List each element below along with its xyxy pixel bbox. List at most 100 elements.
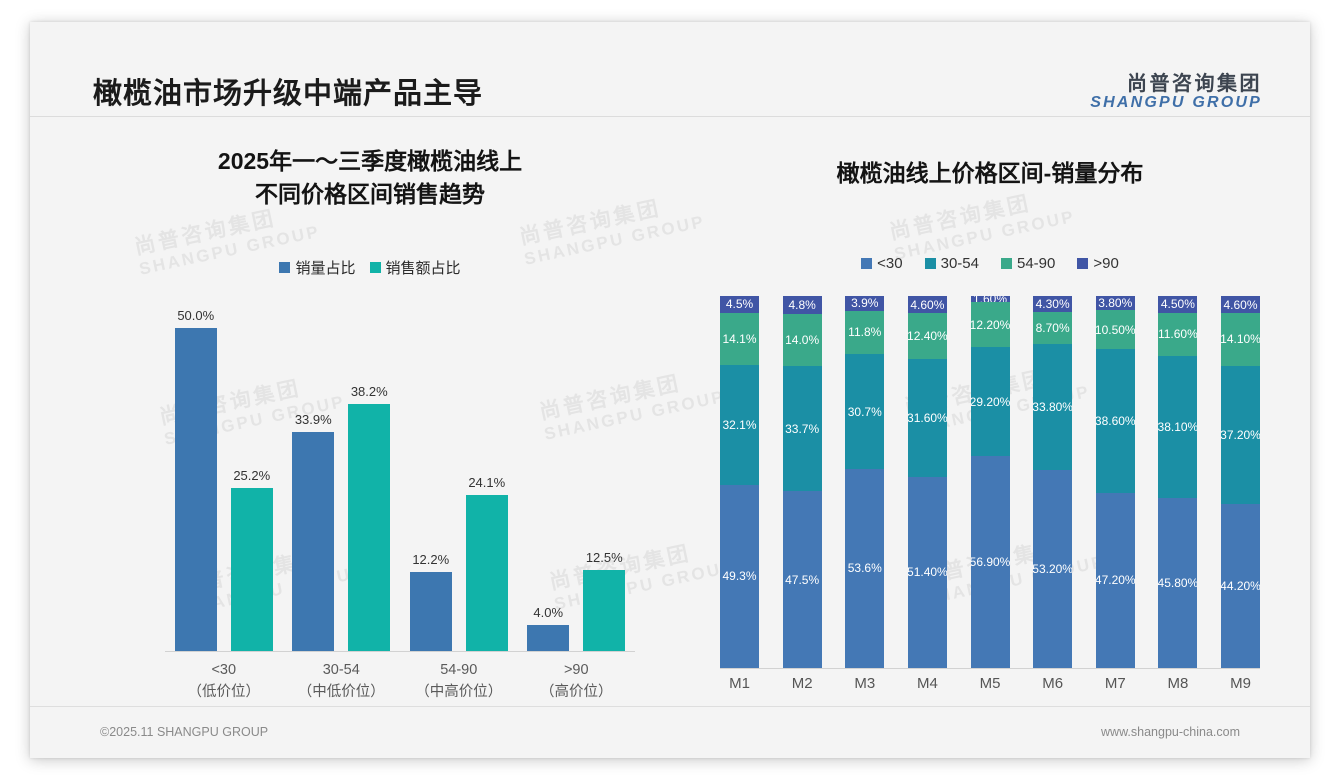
stack-segment[interactable]: 14.10% bbox=[1221, 313, 1260, 366]
stack-segment[interactable]: 4.60% bbox=[907, 296, 947, 314]
chart-panel-right: 橄榄油线上价格区间-销量分布 <30 30-54 54-90 >90 4.5% 14.1… bbox=[690, 117, 1290, 707]
stack-segment[interactable]: 53.6% bbox=[845, 468, 885, 668]
bar[interactable] bbox=[583, 570, 626, 651]
x-axis-label: M6 bbox=[1042, 675, 1064, 692]
stacked-bar-column[interactable]: 4.60% 14.10% 37.20% 44.20% bbox=[1221, 296, 1260, 669]
bar-column[interactable]: 12.2% bbox=[409, 296, 452, 651]
stack-segment-label: 12.20% bbox=[970, 317, 1010, 332]
bar-column[interactable]: 4.0% bbox=[527, 296, 570, 651]
bar[interactable] bbox=[465, 495, 508, 651]
bar-column[interactable]: 12.5% bbox=[583, 296, 626, 651]
stack-segment[interactable]: 53.20% bbox=[1033, 470, 1073, 668]
bar[interactable] bbox=[230, 488, 273, 651]
stack-segment[interactable]: 4.50% bbox=[1158, 296, 1198, 313]
stack-segment[interactable]: 37.20% bbox=[1221, 365, 1260, 504]
stacked-bar-column[interactable]: 1.60% 12.20% 29.20% 56.90% bbox=[970, 296, 1010, 668]
stack-segment[interactable]: 45.80% bbox=[1158, 497, 1198, 668]
x-axis-label: M4 bbox=[916, 675, 938, 692]
stack-segment-label: 4.60% bbox=[910, 297, 945, 312]
bar[interactable] bbox=[527, 625, 570, 651]
stack-segment[interactable]: 4.5% bbox=[720, 296, 759, 313]
bar-column[interactable]: 33.9% bbox=[292, 296, 335, 651]
stack-segment[interactable]: 33.80% bbox=[1033, 344, 1073, 471]
legend-item-volume[interactable]: 销量占比 bbox=[279, 257, 356, 278]
stack-segment[interactable]: 38.60% bbox=[1095, 349, 1135, 493]
stacked-bar-column[interactable]: 3.9% 11.8% 30.7% 53.6% bbox=[845, 296, 885, 668]
stack-segment-label: 14.0% bbox=[785, 332, 820, 347]
stack-segment[interactable]: 32.1% bbox=[720, 365, 759, 485]
stack-segment[interactable]: 47.5% bbox=[782, 491, 822, 668]
stack-segment[interactable]: 47.20% bbox=[1095, 492, 1135, 668]
legend-item-revenue[interactable]: 销售额占比 bbox=[369, 257, 461, 278]
bar-column[interactable]: 24.1% bbox=[465, 296, 508, 651]
stack-segment[interactable]: 4.60% bbox=[1221, 296, 1260, 314]
stacked-bar-column[interactable]: 4.50% 11.60% 38.10% 45.80% bbox=[1158, 296, 1198, 668]
x-axis-label-tier: （中低价位） bbox=[297, 683, 385, 700]
right-chart-title: 橄榄油线上价格区间-销量分布 bbox=[836, 160, 1144, 186]
stack-segment-label: 3.9% bbox=[851, 296, 879, 311]
stack-segment[interactable]: 33.7% bbox=[782, 365, 822, 492]
x-axis-label: M7 bbox=[1104, 675, 1126, 692]
stack-segment[interactable]: 44.20% bbox=[1221, 503, 1260, 669]
stack-segment-label: 4.60% bbox=[1223, 297, 1258, 312]
x-axis-label-range: >90 bbox=[563, 662, 589, 678]
stacked-bar-column[interactable]: 4.5% 14.1% 32.1% 49.3% bbox=[720, 296, 759, 668]
stack-segment-label: 53.20% bbox=[1033, 562, 1073, 577]
bar[interactable] bbox=[348, 404, 391, 651]
bar[interactable] bbox=[292, 432, 335, 651]
stack-segment[interactable]: 4.30% bbox=[1033, 296, 1073, 312]
legend-label: 30-54 bbox=[940, 255, 979, 272]
x-axis-label: M2 bbox=[791, 675, 813, 692]
bar-column[interactable]: 25.2% bbox=[230, 296, 273, 651]
stack-segment-label: 1.60% bbox=[973, 296, 1007, 302]
stack-segment[interactable]: 3.9% bbox=[845, 296, 885, 311]
legend-label: 54-90 bbox=[1017, 255, 1056, 272]
x-axis-line bbox=[165, 651, 635, 652]
stack-segment[interactable]: 29.20% bbox=[970, 347, 1010, 457]
bar-column[interactable]: 50.0% bbox=[174, 296, 217, 651]
legend-label: <30 bbox=[877, 255, 903, 272]
left-chart-title-line2: 不同价格区间销售趋势 bbox=[255, 180, 485, 207]
x-axis-label-tier: （中高价位） bbox=[415, 683, 503, 700]
stack-segment[interactable]: 1.60% bbox=[970, 296, 1010, 302]
stack-segment[interactable]: 11.60% bbox=[1158, 312, 1198, 356]
x-axis-label: M1 bbox=[729, 675, 750, 692]
slide-body: 2025年一～三季度橄榄油线上 不同价格区间销售趋势 销量占比 销售额占比 50… bbox=[30, 117, 1310, 707]
stacked-bar-column[interactable]: 3.80% 10.50% 38.60% 47.20% bbox=[1095, 296, 1135, 668]
x-axis-label-range: 30-54 bbox=[322, 662, 360, 678]
stacked-bar-column[interactable]: 4.30% 8.70% 33.80% 53.20% bbox=[1033, 296, 1073, 668]
stack-segment[interactable]: 14.0% bbox=[782, 313, 822, 366]
stack-segment[interactable]: 10.50% bbox=[1095, 310, 1135, 350]
stack-segment-label: 33.80% bbox=[1033, 400, 1073, 415]
stack-segment[interactable]: 51.40% bbox=[907, 476, 947, 668]
stack-segment[interactable]: 12.40% bbox=[907, 313, 947, 360]
bar-group: 50.0% 25.2% bbox=[174, 296, 273, 651]
stack-segment-label: 32.1% bbox=[722, 417, 757, 432]
bar[interactable] bbox=[409, 572, 452, 651]
legend-item-90[interactable]: >90 bbox=[1077, 255, 1119, 272]
stack-segment[interactable]: 14.1% bbox=[720, 312, 759, 366]
bar-column[interactable]: 38.2% bbox=[348, 296, 391, 651]
stack-segment[interactable]: 30.7% bbox=[845, 354, 885, 469]
stack-segment[interactable]: 56.90% bbox=[970, 456, 1010, 668]
stack-segment-label: 44.20% bbox=[1221, 578, 1260, 593]
stacked-bar-column[interactable]: 4.60% 12.40% 31.60% 51.40% bbox=[907, 296, 947, 668]
stack-segment[interactable]: 8.70% bbox=[1033, 312, 1073, 345]
chart-panel-left: 2025年一～三季度橄榄油线上 不同价格区间销售趋势 销量占比 销售额占比 50… bbox=[70, 117, 670, 707]
stack-segment-label: 4.30% bbox=[1035, 297, 1070, 311]
stack-segment[interactable]: 4.8% bbox=[782, 296, 822, 314]
grouped-bar-plot: 50.0% 25.2% 33.9% 38.2% 12.2% 24.1% 4.0% 12.5% bbox=[165, 297, 635, 652]
stack-segment-label: 14.1% bbox=[722, 331, 757, 346]
stack-segment-label: 12.40% bbox=[907, 329, 947, 344]
stack-segment[interactable]: 38.10% bbox=[1158, 355, 1198, 498]
stack-segment[interactable]: 11.8% bbox=[845, 310, 885, 355]
legend-item-30[interactable]: <30 bbox=[861, 255, 903, 272]
legend-item-54-90[interactable]: 54-90 bbox=[1001, 255, 1055, 272]
stack-segment[interactable]: 49.3% bbox=[720, 484, 759, 668]
stack-segment[interactable]: 3.80% bbox=[1095, 296, 1135, 311]
legend-item-30-54[interactable]: 30-54 bbox=[924, 255, 979, 272]
bar[interactable] bbox=[174, 328, 217, 651]
stack-segment[interactable]: 31.60% bbox=[907, 359, 947, 477]
stack-segment[interactable]: 12.20% bbox=[970, 301, 1010, 348]
stacked-bar-column[interactable]: 4.8% 14.0% 33.7% 47.5% bbox=[782, 296, 822, 668]
